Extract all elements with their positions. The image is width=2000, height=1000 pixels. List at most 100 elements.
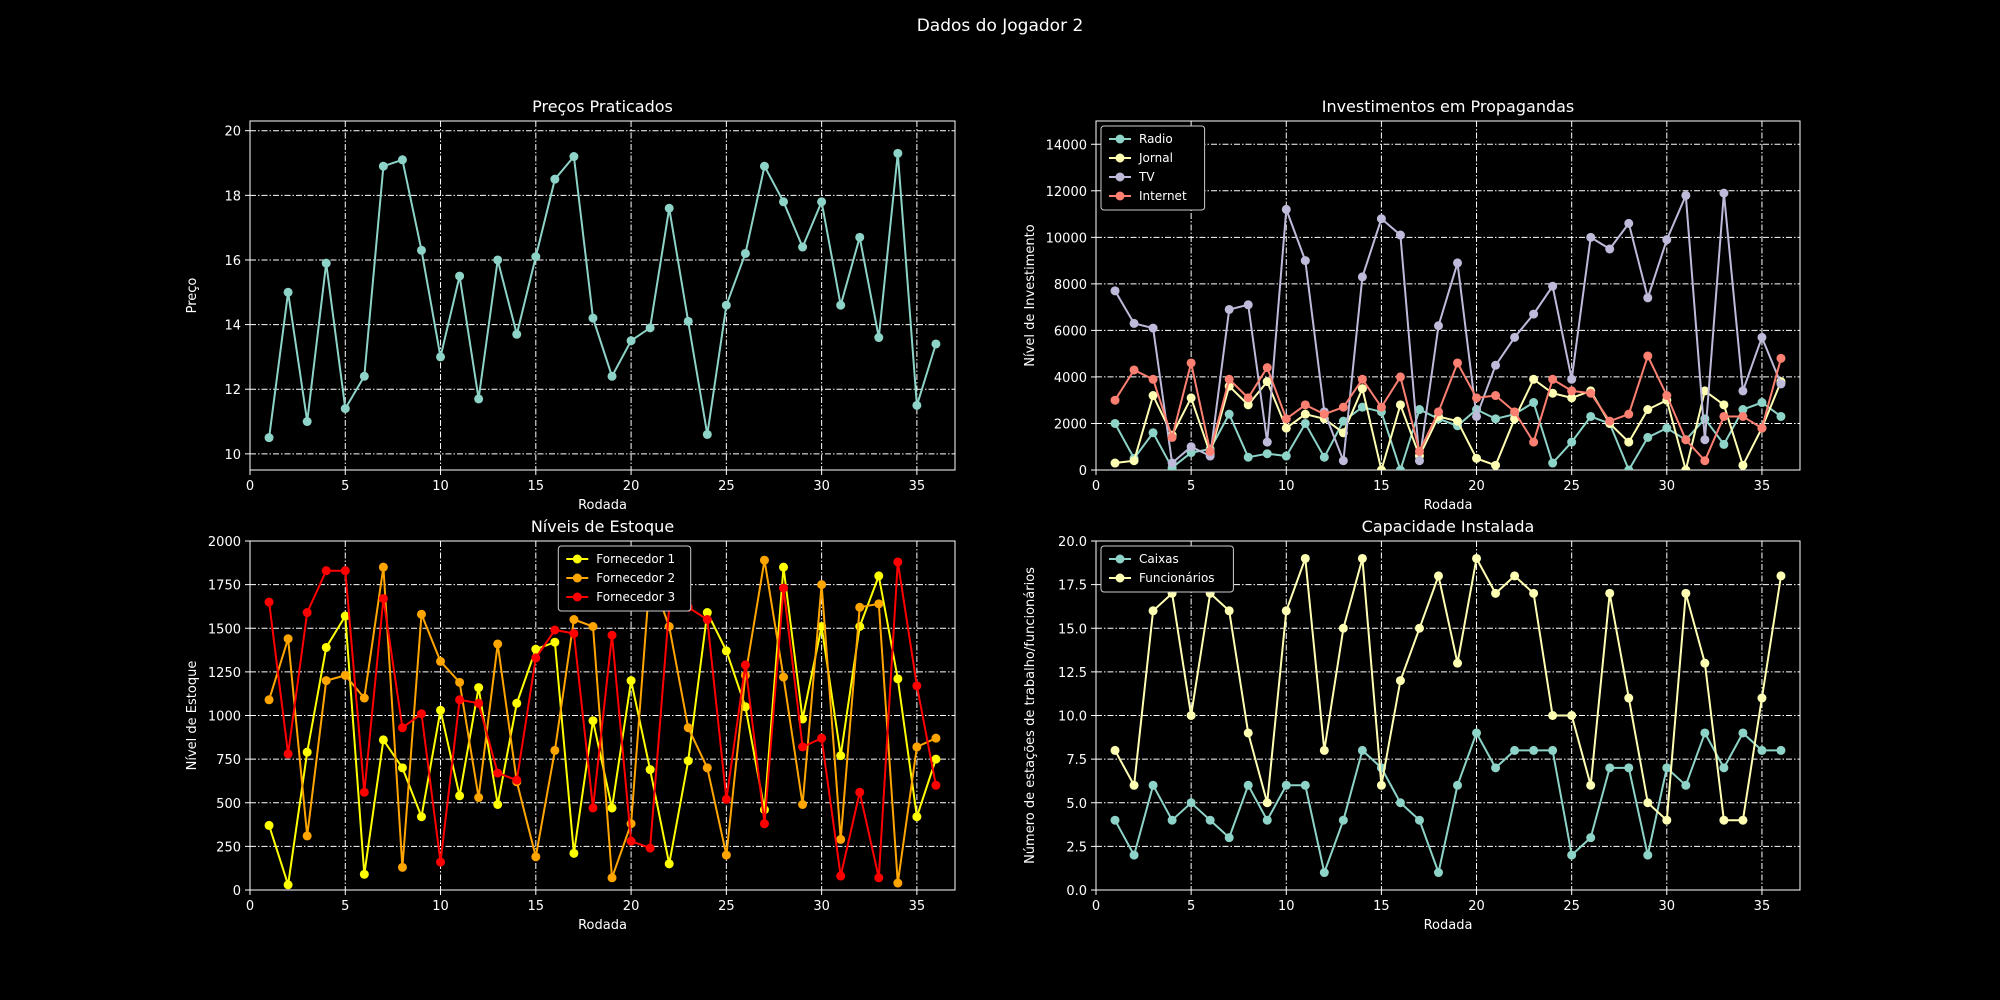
data-point — [1110, 745, 1120, 755]
data-point — [531, 653, 541, 663]
data-point — [1719, 763, 1729, 773]
legend-label: Radio — [1139, 132, 1173, 146]
data-point — [1148, 780, 1158, 790]
data-point — [283, 749, 293, 759]
data-point — [1129, 365, 1139, 375]
legend: Caixas Funcionários — [1100, 545, 1234, 593]
data-point — [1262, 449, 1272, 459]
data-point — [931, 339, 941, 349]
x-tick-label: 30 — [1659, 479, 1676, 494]
axes-frame — [249, 120, 956, 471]
data-point — [1262, 363, 1272, 373]
data-point — [645, 843, 655, 853]
data-point — [1433, 571, 1443, 581]
data-point — [1262, 815, 1272, 825]
axes-frame — [1095, 120, 1801, 471]
data-point — [321, 676, 331, 686]
data-point — [1395, 230, 1405, 240]
data-point — [759, 161, 769, 171]
data-point — [836, 834, 846, 844]
y-tick-label: 16 — [224, 254, 241, 269]
x-tick-label: 20 — [1468, 479, 1485, 494]
data-point — [1453, 658, 1463, 668]
data-point — [1643, 798, 1653, 808]
data-point — [912, 400, 922, 410]
data-point — [340, 611, 350, 621]
data-point — [1567, 850, 1577, 860]
legend-swatch-marker — [1115, 554, 1125, 564]
data-point — [1224, 409, 1234, 419]
data-point — [1167, 815, 1177, 825]
data-point — [302, 417, 312, 427]
data-point — [378, 562, 388, 572]
data-point — [1738, 728, 1748, 738]
data-point — [1662, 391, 1672, 401]
data-point — [1624, 409, 1634, 419]
data-point — [1376, 780, 1386, 790]
y-tick-label: 6000 — [1054, 324, 1087, 339]
data-point — [1224, 304, 1234, 314]
data-point — [893, 674, 903, 684]
data-point — [1719, 439, 1729, 449]
x-tick-label: 10 — [432, 479, 449, 494]
subplot-3: 0 5 10 15 20 25 30 35 0 250 500 750 1000 1250 1500 1750… — [185, 517, 956, 933]
data-point — [1300, 780, 1310, 790]
data-point — [1529, 374, 1539, 384]
data-point — [416, 609, 426, 619]
data-point — [474, 394, 484, 404]
x-tick-label: 25 — [718, 899, 735, 914]
data-point — [912, 681, 922, 691]
series-line — [268, 560, 937, 884]
data-point — [512, 775, 522, 785]
data-point — [1776, 745, 1786, 755]
data-point — [1548, 388, 1558, 398]
data-point — [1643, 351, 1653, 361]
data-point — [436, 656, 446, 666]
data-point — [1738, 815, 1748, 825]
data-point — [702, 429, 712, 439]
data-point — [493, 255, 503, 265]
data-point — [1167, 432, 1177, 442]
data-point — [340, 404, 350, 414]
subplot-1: 0 5 10 15 20 25 30 35 10 12 14 16 18 20 Preços Pratica… — [185, 97, 956, 513]
data-point — [1472, 453, 1482, 463]
data-point — [1319, 745, 1329, 755]
y-tick-label: 17.5 — [1058, 579, 1087, 594]
y-tick-label: 10000 — [1046, 231, 1087, 246]
data-point — [1129, 456, 1139, 466]
data-point — [1548, 374, 1558, 384]
data-point — [1757, 332, 1767, 342]
data-point — [779, 672, 789, 682]
x-tick-label: 35 — [909, 899, 926, 914]
data-point — [1472, 393, 1482, 403]
y-tick-label: 10.0 — [1058, 710, 1087, 725]
data-point — [1738, 411, 1748, 421]
data-point — [588, 622, 598, 632]
plot-area — [264, 148, 941, 443]
data-point — [1510, 407, 1520, 417]
data-point — [664, 622, 674, 632]
data-point — [1529, 309, 1539, 319]
data-point — [531, 644, 541, 654]
data-point — [474, 683, 484, 693]
data-point — [474, 698, 484, 708]
data-point — [1110, 418, 1120, 428]
series-line — [1114, 377, 1782, 470]
data-point — [1662, 763, 1672, 773]
y-tick-label: 14 — [224, 319, 241, 334]
data-point — [1453, 780, 1463, 790]
data-point — [1186, 711, 1196, 720]
y-tick-label: 12000 — [1046, 185, 1087, 200]
data-point — [1433, 321, 1443, 331]
data-point — [1567, 374, 1577, 384]
data-point — [1757, 423, 1767, 433]
data-point — [1262, 437, 1272, 447]
data-point — [1643, 850, 1653, 860]
data-point — [550, 745, 560, 755]
x-tick-label: 10 — [432, 899, 449, 914]
y-tick-label: 8000 — [1054, 278, 1087, 293]
data-point — [1224, 833, 1234, 843]
y-tick-label: 12 — [224, 383, 241, 398]
data-point — [1110, 286, 1120, 296]
data-point — [1548, 745, 1558, 755]
